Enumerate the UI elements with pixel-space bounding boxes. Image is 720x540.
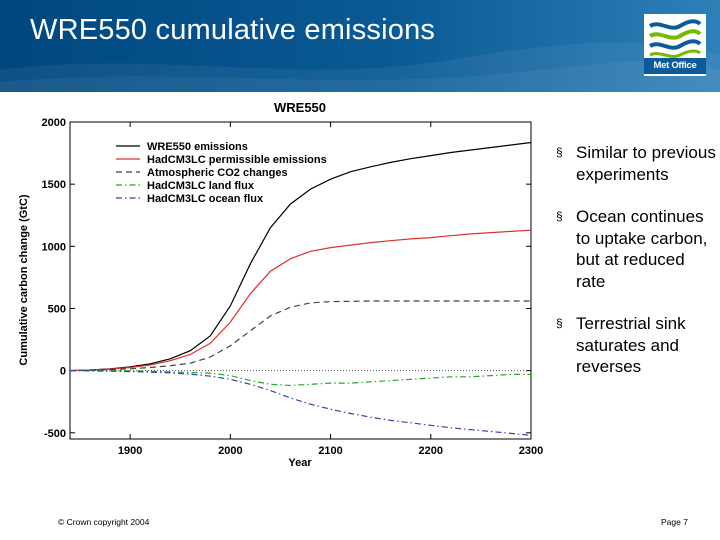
legend-label: HadCM3LC ocean flux — [147, 193, 264, 205]
bullet-text: Similar to previous experiments — [576, 143, 716, 184]
y-tick-label: 2000 — [42, 117, 66, 129]
y-tick-label: 1500 — [42, 179, 66, 191]
series-line — [69, 370, 532, 436]
bullet-list: § Similar to previous experiments § Ocea… — [556, 142, 716, 399]
slide-title: WRE550 cumulative emissions — [30, 14, 436, 46]
axis-ticks: 1900 2000 2100 2200 2300 -500 0 500 1000 1500 2000 — [42, 117, 544, 457]
page-number: Page 7 — [661, 517, 688, 527]
series-line — [70, 370, 531, 387]
series-line — [69, 229, 532, 372]
bullet-item: § Terrestrial sink saturates and reverse… — [556, 313, 716, 378]
x-tick-label: 2300 — [519, 445, 543, 457]
met-office-waves-icon — [644, 14, 706, 58]
series-lines — [69, 141, 532, 436]
x-tick-label: 2000 — [218, 445, 242, 457]
legend-label: WRE550 emissions — [147, 141, 248, 153]
x-axis-label: Year — [288, 457, 312, 469]
bullet-item: § Ocean continues to uptake carbon, but … — [556, 206, 716, 292]
y-tick-label: 1000 — [42, 241, 66, 253]
series-line — [69, 300, 531, 372]
legend-label: Atmospheric CO2 changes — [147, 167, 288, 179]
bullet-marker: § — [556, 145, 563, 159]
y-tick-label: 500 — [48, 303, 66, 315]
legend-label: HadCM3LC land flux — [147, 180, 255, 192]
series-line — [69, 141, 532, 372]
bullet-item: § Similar to previous experiments — [556, 142, 716, 185]
y-tick-label: -500 — [44, 428, 66, 440]
header-wave-decoration — [0, 42, 720, 92]
logo-text: Met Office — [644, 58, 706, 74]
bullet-text: Terrestrial sink saturates and reverses — [576, 314, 686, 376]
x-tick-label: 2200 — [419, 445, 443, 457]
met-office-logo: Met Office — [644, 14, 706, 76]
y-axis-label: Cumulative carbon change (GtC) — [18, 194, 30, 365]
bullet-text: Ocean continues to uptake carbon, but at… — [576, 207, 708, 291]
x-tick-label: 2100 — [318, 445, 342, 457]
emissions-chart: WRE550 Year Cumulative carbon change (Gt… — [18, 100, 544, 469]
slide-header: WRE550 cumulative emissions Met Office — [0, 0, 720, 92]
y-tick-label: 0 — [60, 366, 66, 378]
bullet-marker: § — [556, 209, 563, 223]
x-tick-label: 1900 — [118, 445, 142, 457]
plot-frame — [69, 121, 532, 440]
bullet-marker: § — [556, 316, 563, 330]
legend-label: HadCM3LC permissible emissions — [147, 154, 327, 166]
chart-title: WRE550 — [274, 100, 326, 115]
copyright-footer: © Crown copyright 2004 — [58, 517, 150, 527]
